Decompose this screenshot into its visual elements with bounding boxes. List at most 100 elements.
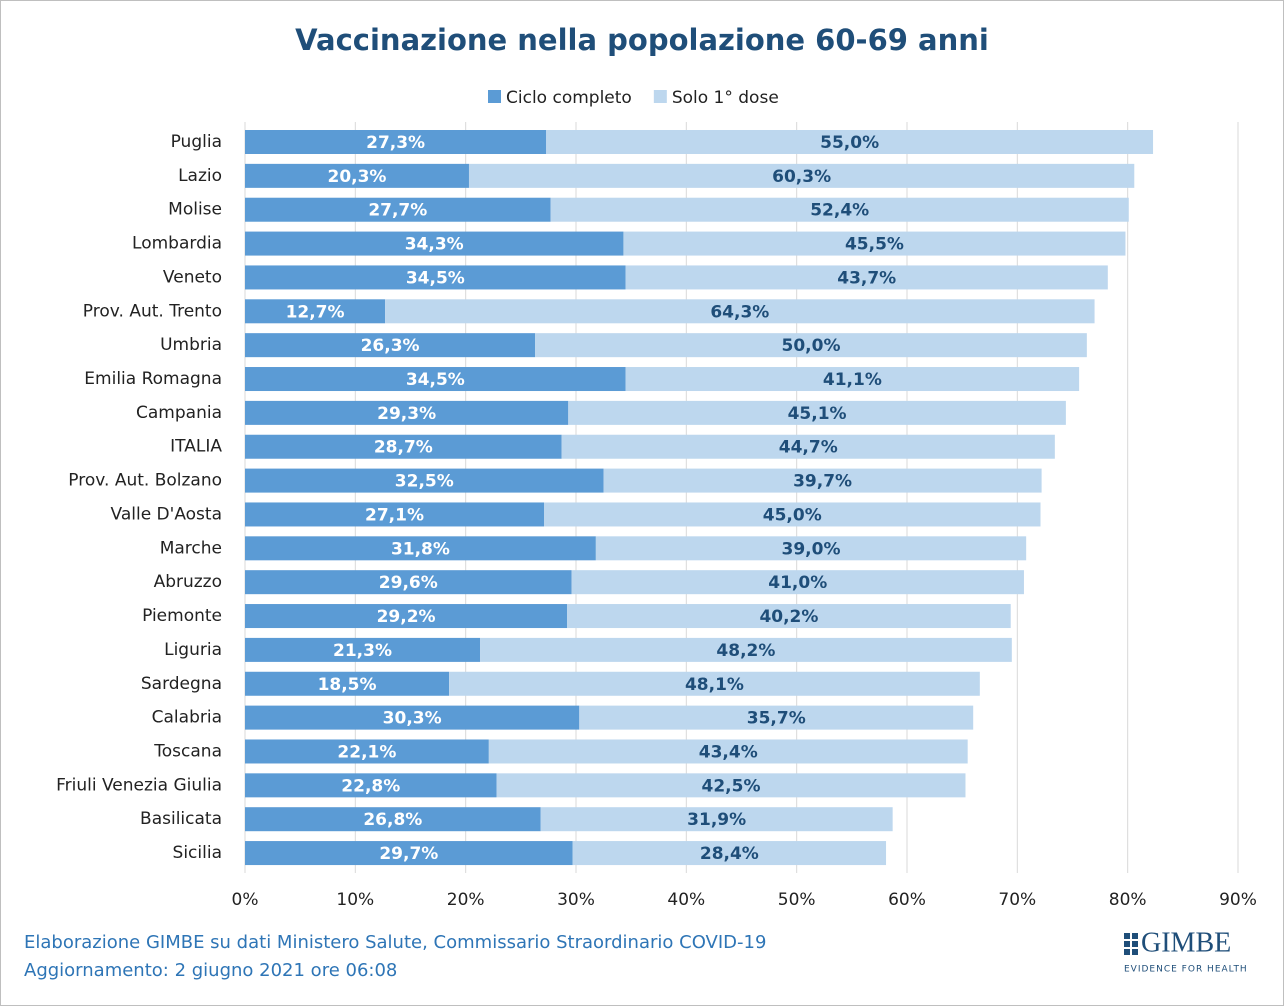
value-label: 50,0%: [782, 336, 841, 356]
logo-icon: [1124, 933, 1138, 955]
category-label: Friuli Venezia Giulia: [56, 775, 222, 795]
category-label: Umbria: [160, 335, 222, 355]
value-label: 55,0%: [820, 133, 879, 153]
value-label: 31,9%: [687, 810, 746, 830]
bar-segment: [595, 536, 1027, 561]
x-tick-label: 90%: [1219, 890, 1257, 910]
bar-segment: [540, 807, 893, 832]
bar-segment: [245, 163, 469, 188]
source-note: Elaborazione GIMBE su dati Ministero Sal…: [24, 932, 766, 953]
category-label: Veneto: [163, 267, 222, 287]
bar-segment: [245, 265, 626, 290]
bar-segment: [544, 502, 1041, 527]
x-tick-label: 30%: [557, 890, 595, 910]
bar-segment: [245, 739, 489, 764]
x-tick-label: 60%: [888, 890, 926, 910]
value-label: 29,2%: [377, 607, 436, 627]
category-label: Prov. Aut. Bolzano: [68, 471, 222, 491]
bar-segment: [449, 671, 980, 696]
value-label: 26,3%: [361, 336, 420, 356]
value-label: 34,3%: [405, 235, 464, 255]
update-note: Aggiornamento: 2 giugno 2021 ore 06:08: [24, 960, 397, 981]
value-label: 29,3%: [377, 404, 436, 424]
value-label: 52,4%: [810, 201, 869, 221]
value-label: 20,3%: [327, 167, 386, 187]
category-label: Molise: [168, 200, 222, 220]
value-label: 22,8%: [341, 776, 400, 796]
logo-tagline: EVIDENCE FOR HEALTH: [1124, 965, 1248, 975]
legend-swatch: [488, 90, 501, 103]
bar-segment: [625, 367, 1080, 392]
value-label: 45,1%: [788, 404, 847, 424]
value-label: 44,7%: [779, 438, 838, 458]
bar-segment: [245, 231, 624, 256]
category-label: Sardegna: [141, 674, 222, 694]
bar-segment: [245, 434, 562, 459]
category-label: Puglia: [171, 132, 222, 152]
value-label: 45,0%: [763, 505, 822, 525]
category-label: Valle D'Aosta: [111, 504, 222, 524]
legend-label: Solo 1° dose: [672, 88, 779, 108]
value-label: 39,7%: [793, 472, 852, 492]
value-label: 31,8%: [391, 539, 450, 559]
bar-segment: [385, 299, 1095, 324]
value-label: 27,1%: [365, 505, 424, 525]
value-label: 42,5%: [702, 776, 761, 796]
x-tick-label: 50%: [778, 890, 816, 910]
category-label: Sicilia: [173, 843, 222, 863]
bar-segment: [468, 163, 1135, 188]
value-label: 35,7%: [747, 709, 806, 729]
chart-title: Vaccinazione nella popolazione 60-69 ann…: [295, 23, 989, 57]
bar-segment: [496, 773, 966, 798]
category-label: Campania: [136, 403, 222, 423]
bar-segment: [245, 773, 497, 798]
value-label: 48,1%: [685, 675, 744, 695]
bar-segment: [245, 637, 481, 662]
value-label: 21,3%: [333, 641, 392, 661]
x-tick-label: 10%: [336, 890, 374, 910]
value-label: 30,3%: [383, 709, 442, 729]
bar-segment: [245, 197, 551, 222]
bar-segment: [245, 400, 569, 425]
value-label: 39,0%: [782, 539, 841, 559]
value-label: 41,1%: [823, 370, 882, 390]
value-label: 22,1%: [337, 742, 396, 762]
bar-segment: [245, 671, 450, 696]
value-label: 64,3%: [710, 302, 769, 322]
category-label: Piemonte: [142, 606, 222, 626]
value-label: 29,6%: [379, 573, 438, 593]
x-tick-label: 40%: [667, 890, 705, 910]
logo-name: GIMBE: [1141, 927, 1231, 958]
bar-segment: [480, 637, 1012, 662]
category-label: Basilicata: [140, 809, 222, 829]
bar-segment: [245, 367, 626, 392]
value-label: 34,5%: [406, 268, 465, 288]
value-label: 27,3%: [366, 133, 425, 153]
bar-segment: [488, 739, 968, 764]
value-label: 43,4%: [699, 742, 758, 762]
x-tick-label: 70%: [998, 890, 1036, 910]
bar-segment: [245, 604, 568, 629]
category-label: Marche: [160, 538, 222, 558]
value-label: 48,2%: [716, 641, 775, 661]
value-label: 12,7%: [286, 302, 345, 322]
category-label: Lombardia: [132, 234, 222, 254]
bar-segment: [245, 807, 541, 832]
value-label: 60,3%: [772, 167, 831, 187]
bar-segment: [603, 468, 1042, 493]
value-label: 28,4%: [700, 844, 759, 864]
bar-segment: [245, 536, 596, 561]
bar-segment: [579, 705, 974, 730]
category-label: Prov. Aut. Trento: [83, 301, 222, 321]
bar-segment: [568, 400, 1066, 425]
bar-segment: [571, 570, 1024, 595]
bar-segment: [245, 705, 580, 730]
value-label: 29,7%: [379, 844, 438, 864]
value-label: 41,0%: [768, 573, 827, 593]
category-label: ITALIA: [170, 437, 222, 457]
bar-segment: [623, 231, 1126, 256]
value-label: 32,5%: [395, 472, 454, 492]
bar-segment: [245, 841, 573, 866]
legend-swatch: [653, 90, 667, 103]
legend-label: Ciclo completo: [506, 88, 632, 108]
